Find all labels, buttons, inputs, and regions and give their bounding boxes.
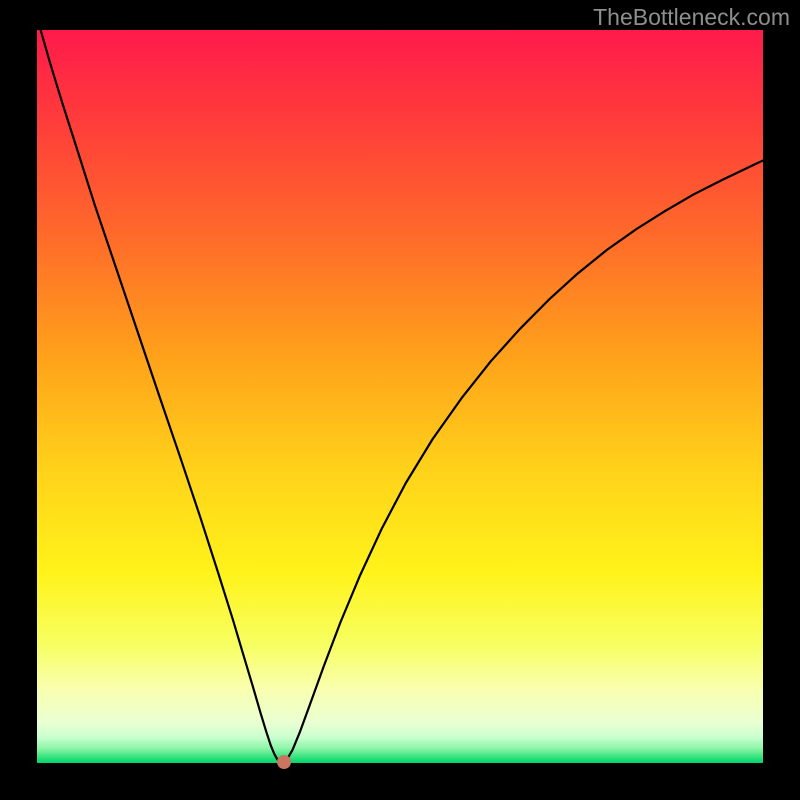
optimum-marker	[277, 755, 291, 769]
bottleneck-curve	[0, 0, 800, 800]
watermark-label: TheBottleneck.com	[593, 4, 790, 31]
